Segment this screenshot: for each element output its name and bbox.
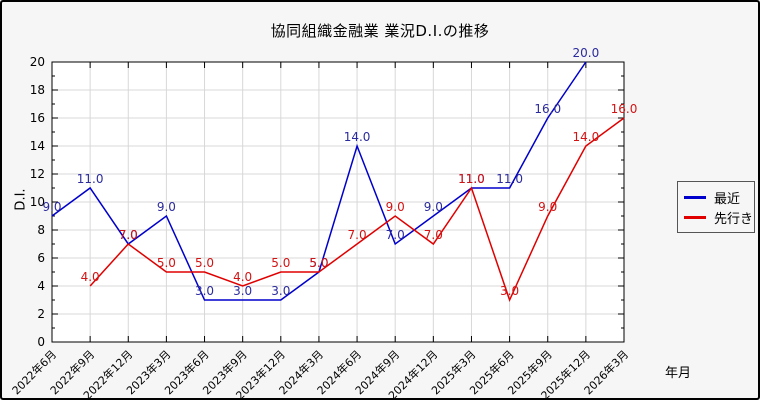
legend-label-recent: 最近	[714, 191, 741, 207]
y-tick-label: 0	[37, 335, 45, 349]
chart-title: 協同組織金融業 業況D.I.の推移	[270, 22, 490, 40]
data-label-recent: 11.0	[458, 172, 485, 186]
y-tick-label: 14	[30, 139, 45, 153]
data-label-recent: 9.0	[424, 200, 443, 214]
data-label-recent: 7.0	[119, 228, 138, 242]
data-label-outlook: 5.0	[157, 256, 176, 270]
data-label-outlook: 9.0	[538, 200, 557, 214]
data-label-recent: 20.0	[573, 46, 600, 60]
data-label-recent: 3.0	[233, 284, 252, 298]
y-tick-label: 12	[30, 167, 45, 181]
data-label-outlook: 16.0	[611, 102, 638, 116]
y-tick-label: 16	[30, 111, 45, 125]
y-tick-label: 20	[30, 55, 45, 69]
data-label-outlook: 5.0	[271, 256, 290, 270]
y-tick-label: 6	[37, 251, 45, 265]
data-label-outlook: 5.0	[195, 256, 214, 270]
data-label-outlook: 14.0	[573, 130, 600, 144]
data-label-outlook: 7.0	[348, 228, 367, 242]
data-label-recent: 16.0	[534, 102, 561, 116]
y-axis-label: D.I.	[13, 188, 29, 211]
data-label-outlook: 7.0	[424, 228, 443, 242]
data-label-recent: 14.0	[344, 130, 371, 144]
data-label-outlook: 9.0	[386, 200, 405, 214]
data-label-recent: 9.0	[157, 200, 176, 214]
x-axis-label: 年月	[664, 366, 691, 381]
outlook-line-swatch	[684, 215, 706, 219]
data-label-recent: 7.0	[386, 228, 405, 242]
data-label-outlook: 3.0	[500, 284, 519, 298]
data-label-recent: 3.0	[271, 284, 290, 298]
y-tick-label: 18	[30, 83, 45, 97]
legend-item-outlook: 先行き	[684, 207, 753, 227]
legend-label-outlook: 先行き	[714, 211, 754, 227]
series-line-outlook	[89, 117, 625, 303]
data-label-recent: 11.0	[77, 172, 104, 186]
recent-line-swatch	[684, 195, 706, 199]
data-label-outlook: 11.0	[458, 172, 485, 186]
y-tick-label: 4	[37, 279, 45, 293]
data-label-recent: 11.0	[496, 172, 523, 186]
data-label-outlook: 4.0	[81, 270, 100, 284]
legend: 最近 先行き	[677, 181, 755, 233]
data-label-outlook: 7.0	[119, 228, 138, 242]
y-tick-label: 2	[37, 307, 45, 321]
data-label-recent: 3.0	[195, 284, 214, 298]
legend-item-recent: 最近	[684, 187, 748, 207]
y-tick-label: 8	[37, 223, 45, 237]
y-tick-label: 10	[30, 195, 45, 209]
data-label-recent: 9.0	[42, 200, 61, 214]
data-label-recent: 5.0	[309, 256, 328, 270]
data-label-outlook: 4.0	[233, 270, 252, 284]
data-label-outlook: 5.0	[309, 256, 328, 270]
